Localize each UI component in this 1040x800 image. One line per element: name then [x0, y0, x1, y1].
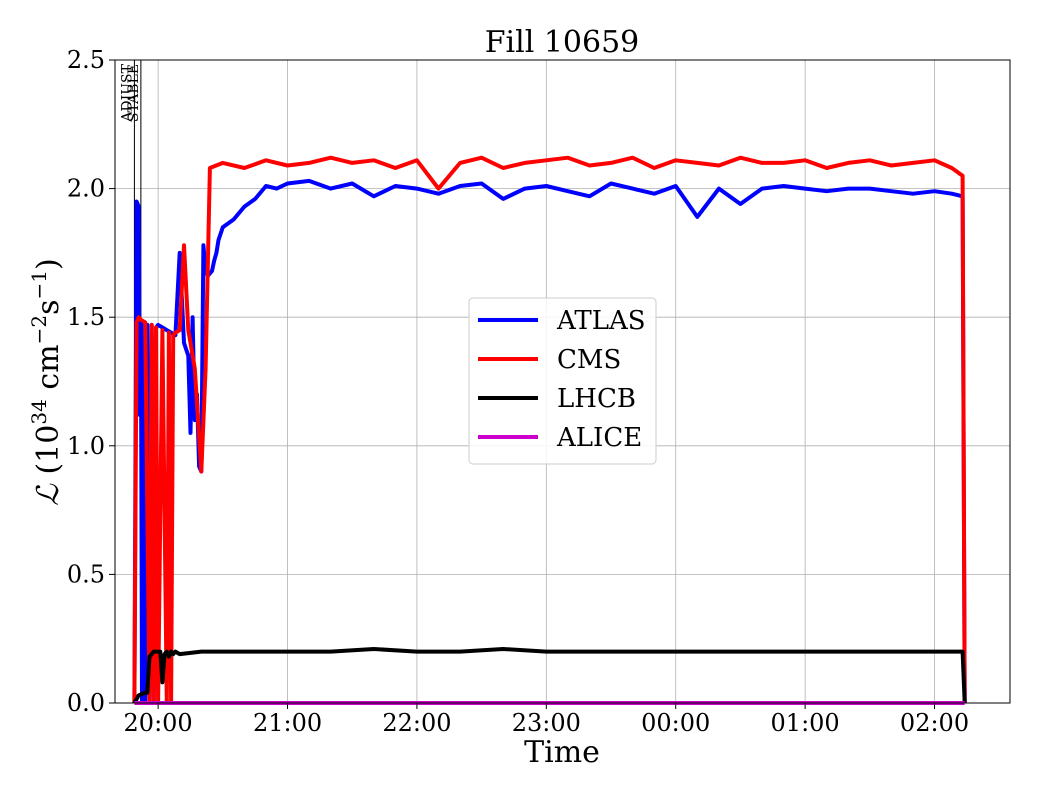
y-tick-label: 2.5 [67, 46, 105, 74]
y-tick-label: 1.0 [67, 432, 105, 460]
legend-label-atlas: ATLAS [556, 306, 646, 336]
legend-label-alice: ALICE [556, 423, 642, 453]
y-tick-label: 2.0 [67, 175, 105, 203]
y-axis-label-exp3: −1 [27, 270, 51, 299]
legend-label-cms: CMS [557, 345, 621, 375]
y-tick-label: 0.5 [67, 560, 105, 588]
x-tick-label: 00:00 [641, 709, 710, 737]
y-axis-label-mid: cm [31, 344, 66, 399]
y-tick-label: 0.0 [67, 689, 105, 717]
x-tick-label: 23:00 [512, 709, 581, 737]
x-ticks: 20:00 21:00 22:00 23:00 00:00 01:00 02:00 [124, 703, 969, 737]
phase-marker-label: STABLE [126, 64, 142, 122]
x-tick-label: 22:00 [382, 709, 451, 737]
series-line-lhcb [132, 647, 967, 704]
y-axis-label-close: ) [31, 258, 66, 270]
legend-box [468, 297, 657, 465]
y-axis-label-s: s [31, 300, 66, 315]
y-axis-label-exp2: −2 [27, 315, 51, 344]
x-axis-label: Time [524, 735, 600, 770]
series-line-cms [132, 155, 967, 705]
chart-title: Fill 10659 [485, 25, 640, 60]
phase-marker-label: ADJUST [119, 63, 135, 122]
y-ticks: 0.0 0.5 1.0 1.5 2.0 2.5 [67, 46, 115, 717]
y-axis-label-exp1: 34 [27, 399, 51, 424]
y-axis-label-symbol: ℒ [31, 483, 66, 506]
plot-frame [114, 59, 1011, 704]
legend-label-lhcb: LHCB [557, 384, 636, 414]
y-tick-label: 1.5 [67, 303, 105, 331]
x-tick-label: 01:00 [771, 709, 840, 737]
y-axis-label: ℒ (1034 cm−2s−1) [27, 258, 66, 505]
legend: ATLAS CMS LHCB ALICE [468, 297, 657, 465]
x-tick-label: 20:00 [124, 709, 193, 737]
x-tick-label: 21:00 [253, 709, 322, 737]
y-axis-label-open: (10 [31, 425, 66, 484]
x-tick-label: 02:00 [900, 709, 969, 737]
